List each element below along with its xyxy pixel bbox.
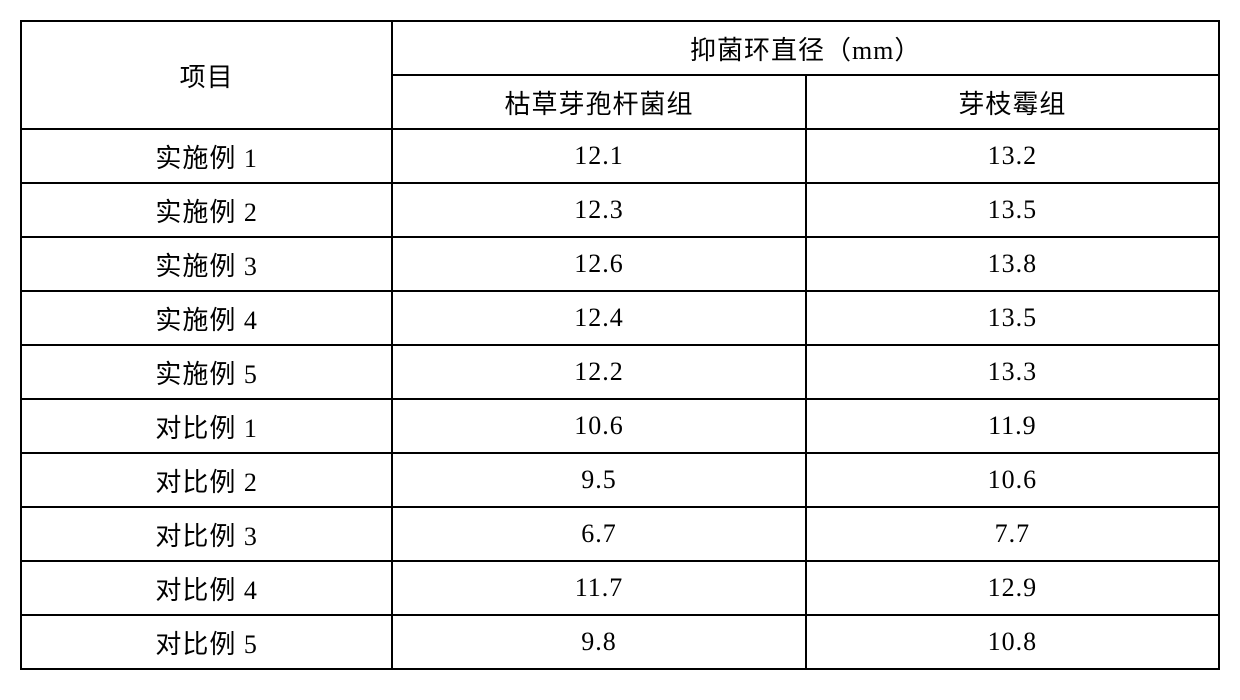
cell-label: 对比例 1: [21, 399, 392, 453]
cell-g1: 12.3: [392, 183, 805, 237]
cell-g2: 12.9: [806, 561, 1219, 615]
cell-g2: 10.6: [806, 453, 1219, 507]
table-row: 对比例 3 6.7 7.7: [21, 507, 1219, 561]
header-group1: 枯草芽孢杆菌组: [392, 75, 805, 129]
cell-g1: 11.7: [392, 561, 805, 615]
header-group2: 芽枝霉组: [806, 75, 1219, 129]
table-body: 实施例 1 12.1 13.2 实施例 2 12.3 13.5 实施例 3 12…: [21, 129, 1219, 669]
cell-label: 对比例 5: [21, 615, 392, 669]
cell-label: 对比例 2: [21, 453, 392, 507]
header-project: 项目: [21, 21, 392, 129]
cell-g1: 9.8: [392, 615, 805, 669]
table-row: 实施例 5 12.2 13.3: [21, 345, 1219, 399]
table-row: 对比例 2 9.5 10.6: [21, 453, 1219, 507]
cell-g2: 13.2: [806, 129, 1219, 183]
cell-g2: 13.5: [806, 291, 1219, 345]
cell-g2: 13.3: [806, 345, 1219, 399]
cell-label: 实施例 3: [21, 237, 392, 291]
table-row: 实施例 4 12.4 13.5: [21, 291, 1219, 345]
cell-label: 实施例 4: [21, 291, 392, 345]
cell-label: 对比例 4: [21, 561, 392, 615]
table-row: 对比例 1 10.6 11.9: [21, 399, 1219, 453]
cell-g1: 12.2: [392, 345, 805, 399]
table-header-row-1: 项目 抑菌环直径（mm）: [21, 21, 1219, 75]
inhibition-zone-table: 项目 抑菌环直径（mm） 枯草芽孢杆菌组 芽枝霉组 实施例 1 12.1 13.…: [20, 20, 1220, 670]
header-group-title: 抑菌环直径（mm）: [392, 21, 1219, 75]
table-row: 对比例 4 11.7 12.9: [21, 561, 1219, 615]
cell-g2: 13.8: [806, 237, 1219, 291]
cell-g1: 12.4: [392, 291, 805, 345]
cell-g1: 9.5: [392, 453, 805, 507]
table-row: 实施例 1 12.1 13.2: [21, 129, 1219, 183]
cell-label: 实施例 5: [21, 345, 392, 399]
cell-label: 实施例 1: [21, 129, 392, 183]
cell-label: 对比例 3: [21, 507, 392, 561]
cell-g2: 7.7: [806, 507, 1219, 561]
cell-g1: 12.1: [392, 129, 805, 183]
cell-g1: 10.6: [392, 399, 805, 453]
table-row: 对比例 5 9.8 10.8: [21, 615, 1219, 669]
cell-g1: 6.7: [392, 507, 805, 561]
table-row: 实施例 3 12.6 13.8: [21, 237, 1219, 291]
cell-g1: 12.6: [392, 237, 805, 291]
cell-g2: 13.5: [806, 183, 1219, 237]
data-table-container: 项目 抑菌环直径（mm） 枯草芽孢杆菌组 芽枝霉组 实施例 1 12.1 13.…: [20, 20, 1220, 670]
cell-label: 实施例 2: [21, 183, 392, 237]
table-row: 实施例 2 12.3 13.5: [21, 183, 1219, 237]
cell-g2: 11.9: [806, 399, 1219, 453]
cell-g2: 10.8: [806, 615, 1219, 669]
